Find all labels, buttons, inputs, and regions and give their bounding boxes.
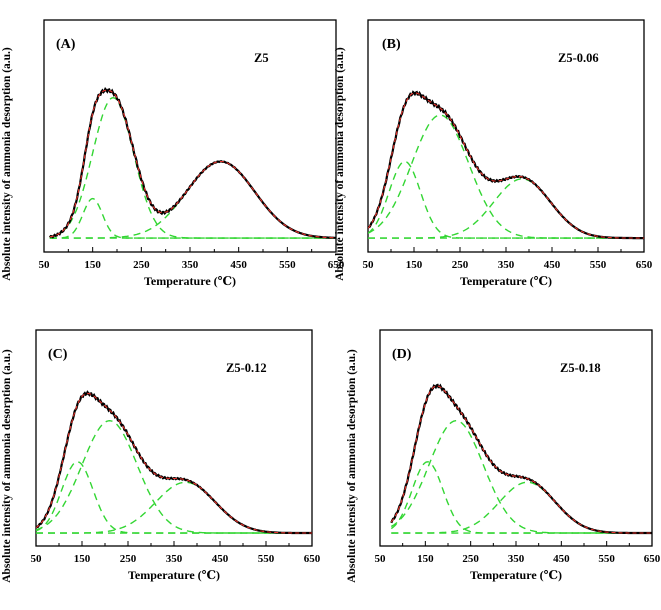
- plot-frame: [367, 19, 645, 253]
- gaussian-peak-2: [49, 96, 336, 239]
- panel-letter: (C): [48, 347, 68, 362]
- panel-letter: (D): [392, 347, 412, 362]
- x-tick-label: 50: [375, 553, 387, 565]
- gaussian-peak-2: [36, 419, 312, 534]
- fitted-curve: [36, 392, 312, 534]
- gaussian-peak-3: [391, 481, 652, 534]
- x-axis-title: Temperature (℃): [460, 274, 552, 288]
- x-tick-label: 650: [328, 259, 345, 271]
- x-tick-label: 250: [120, 553, 137, 565]
- sample-label: Z5: [254, 51, 269, 65]
- fitted-curve: [390, 385, 652, 534]
- x-tick-label: 650: [644, 553, 661, 565]
- panel-letter: (B): [382, 37, 401, 52]
- gaussian-peak-1: [368, 160, 644, 239]
- fitted-curve: [368, 92, 644, 239]
- plot-area: [390, 383, 652, 535]
- x-tick-label: 550: [590, 259, 607, 271]
- x-tick-label: 550: [258, 553, 275, 565]
- plot-area: [36, 390, 312, 535]
- x-tick-label: 550: [598, 553, 615, 565]
- x-tick-label: 150: [84, 259, 101, 271]
- y-axis-title: Absolute intensity of ammonia desorption…: [1, 349, 13, 583]
- x-tick-label: 550: [279, 259, 296, 271]
- experimental-curve: [48, 86, 336, 239]
- plot-area: [48, 86, 336, 239]
- x-tick-label: 350: [166, 553, 183, 565]
- x-tick-label: 50: [39, 259, 51, 271]
- x-tick-label: 650: [304, 553, 321, 565]
- experimental-curve: [390, 383, 652, 535]
- gaussian-peak-1: [36, 461, 312, 534]
- gaussian-peak-3: [368, 178, 644, 239]
- x-tick-label: 450: [553, 553, 570, 565]
- x-tick-label: 50: [363, 259, 375, 271]
- tpd-panel-c: 50 150 250 350 450 550 650 Temperature (℃) Absol…: [1, 329, 321, 583]
- x-tick-label: 150: [74, 553, 91, 565]
- sample-label: Z5-0.12: [226, 361, 267, 375]
- x-tick-label: 350: [508, 553, 525, 565]
- x-tick-label: 350: [182, 259, 199, 271]
- tpd-panel-d: 50 150 250 350 450 550 650 Temperature (℃) Absol…: [346, 329, 661, 583]
- plot-area: [368, 90, 644, 240]
- panel-letter: (A): [56, 37, 76, 52]
- x-tick-label: 450: [230, 259, 247, 271]
- x-tick-label: 50: [31, 553, 43, 565]
- tpd-panel-a: 50 150 250 350 450 550 650 Temperature (℃) Absol…: [1, 19, 345, 288]
- x-tick-label: 450: [212, 553, 229, 565]
- tpd-panel-b: 50 150 250 350 450 550 650 Temperature (℃) Absol…: [334, 19, 653, 288]
- experimental-curve: [36, 390, 312, 535]
- x-axis-title: Temperature (℃): [470, 568, 562, 582]
- x-tick-label: 250: [462, 553, 479, 565]
- x-axis-title: Temperature (℃): [144, 274, 236, 288]
- x-tick-label: 250: [133, 259, 150, 271]
- sample-label: Z5-0.06: [558, 51, 599, 65]
- sample-label: Z5-0.18: [560, 361, 601, 375]
- plot-frame: [35, 329, 313, 547]
- x-tick-label: 150: [417, 553, 434, 565]
- y-axis-title: Absolute intensity of ammonia desorption…: [1, 47, 13, 281]
- x-tick-label: 350: [498, 259, 515, 271]
- gaussian-peak-3: [49, 160, 336, 239]
- x-axis-title: Temperature (℃): [128, 568, 220, 582]
- y-axis-title: Absolute intensity of ammonia desorption…: [334, 47, 346, 281]
- gaussian-peak-1: [390, 461, 652, 534]
- x-tick-label: 450: [544, 259, 561, 271]
- x-tick-label: 650: [636, 259, 653, 271]
- x-tick-label: 250: [452, 259, 469, 271]
- x-tick-label: 150: [406, 259, 423, 271]
- plot-frame: [379, 329, 653, 547]
- gaussian-peak-3: [36, 481, 312, 534]
- gaussian-peak-2: [368, 114, 644, 239]
- y-axis-title: Absolute intensity of ammonia desorption…: [346, 349, 358, 583]
- gaussian-peak-1: [49, 197, 336, 239]
